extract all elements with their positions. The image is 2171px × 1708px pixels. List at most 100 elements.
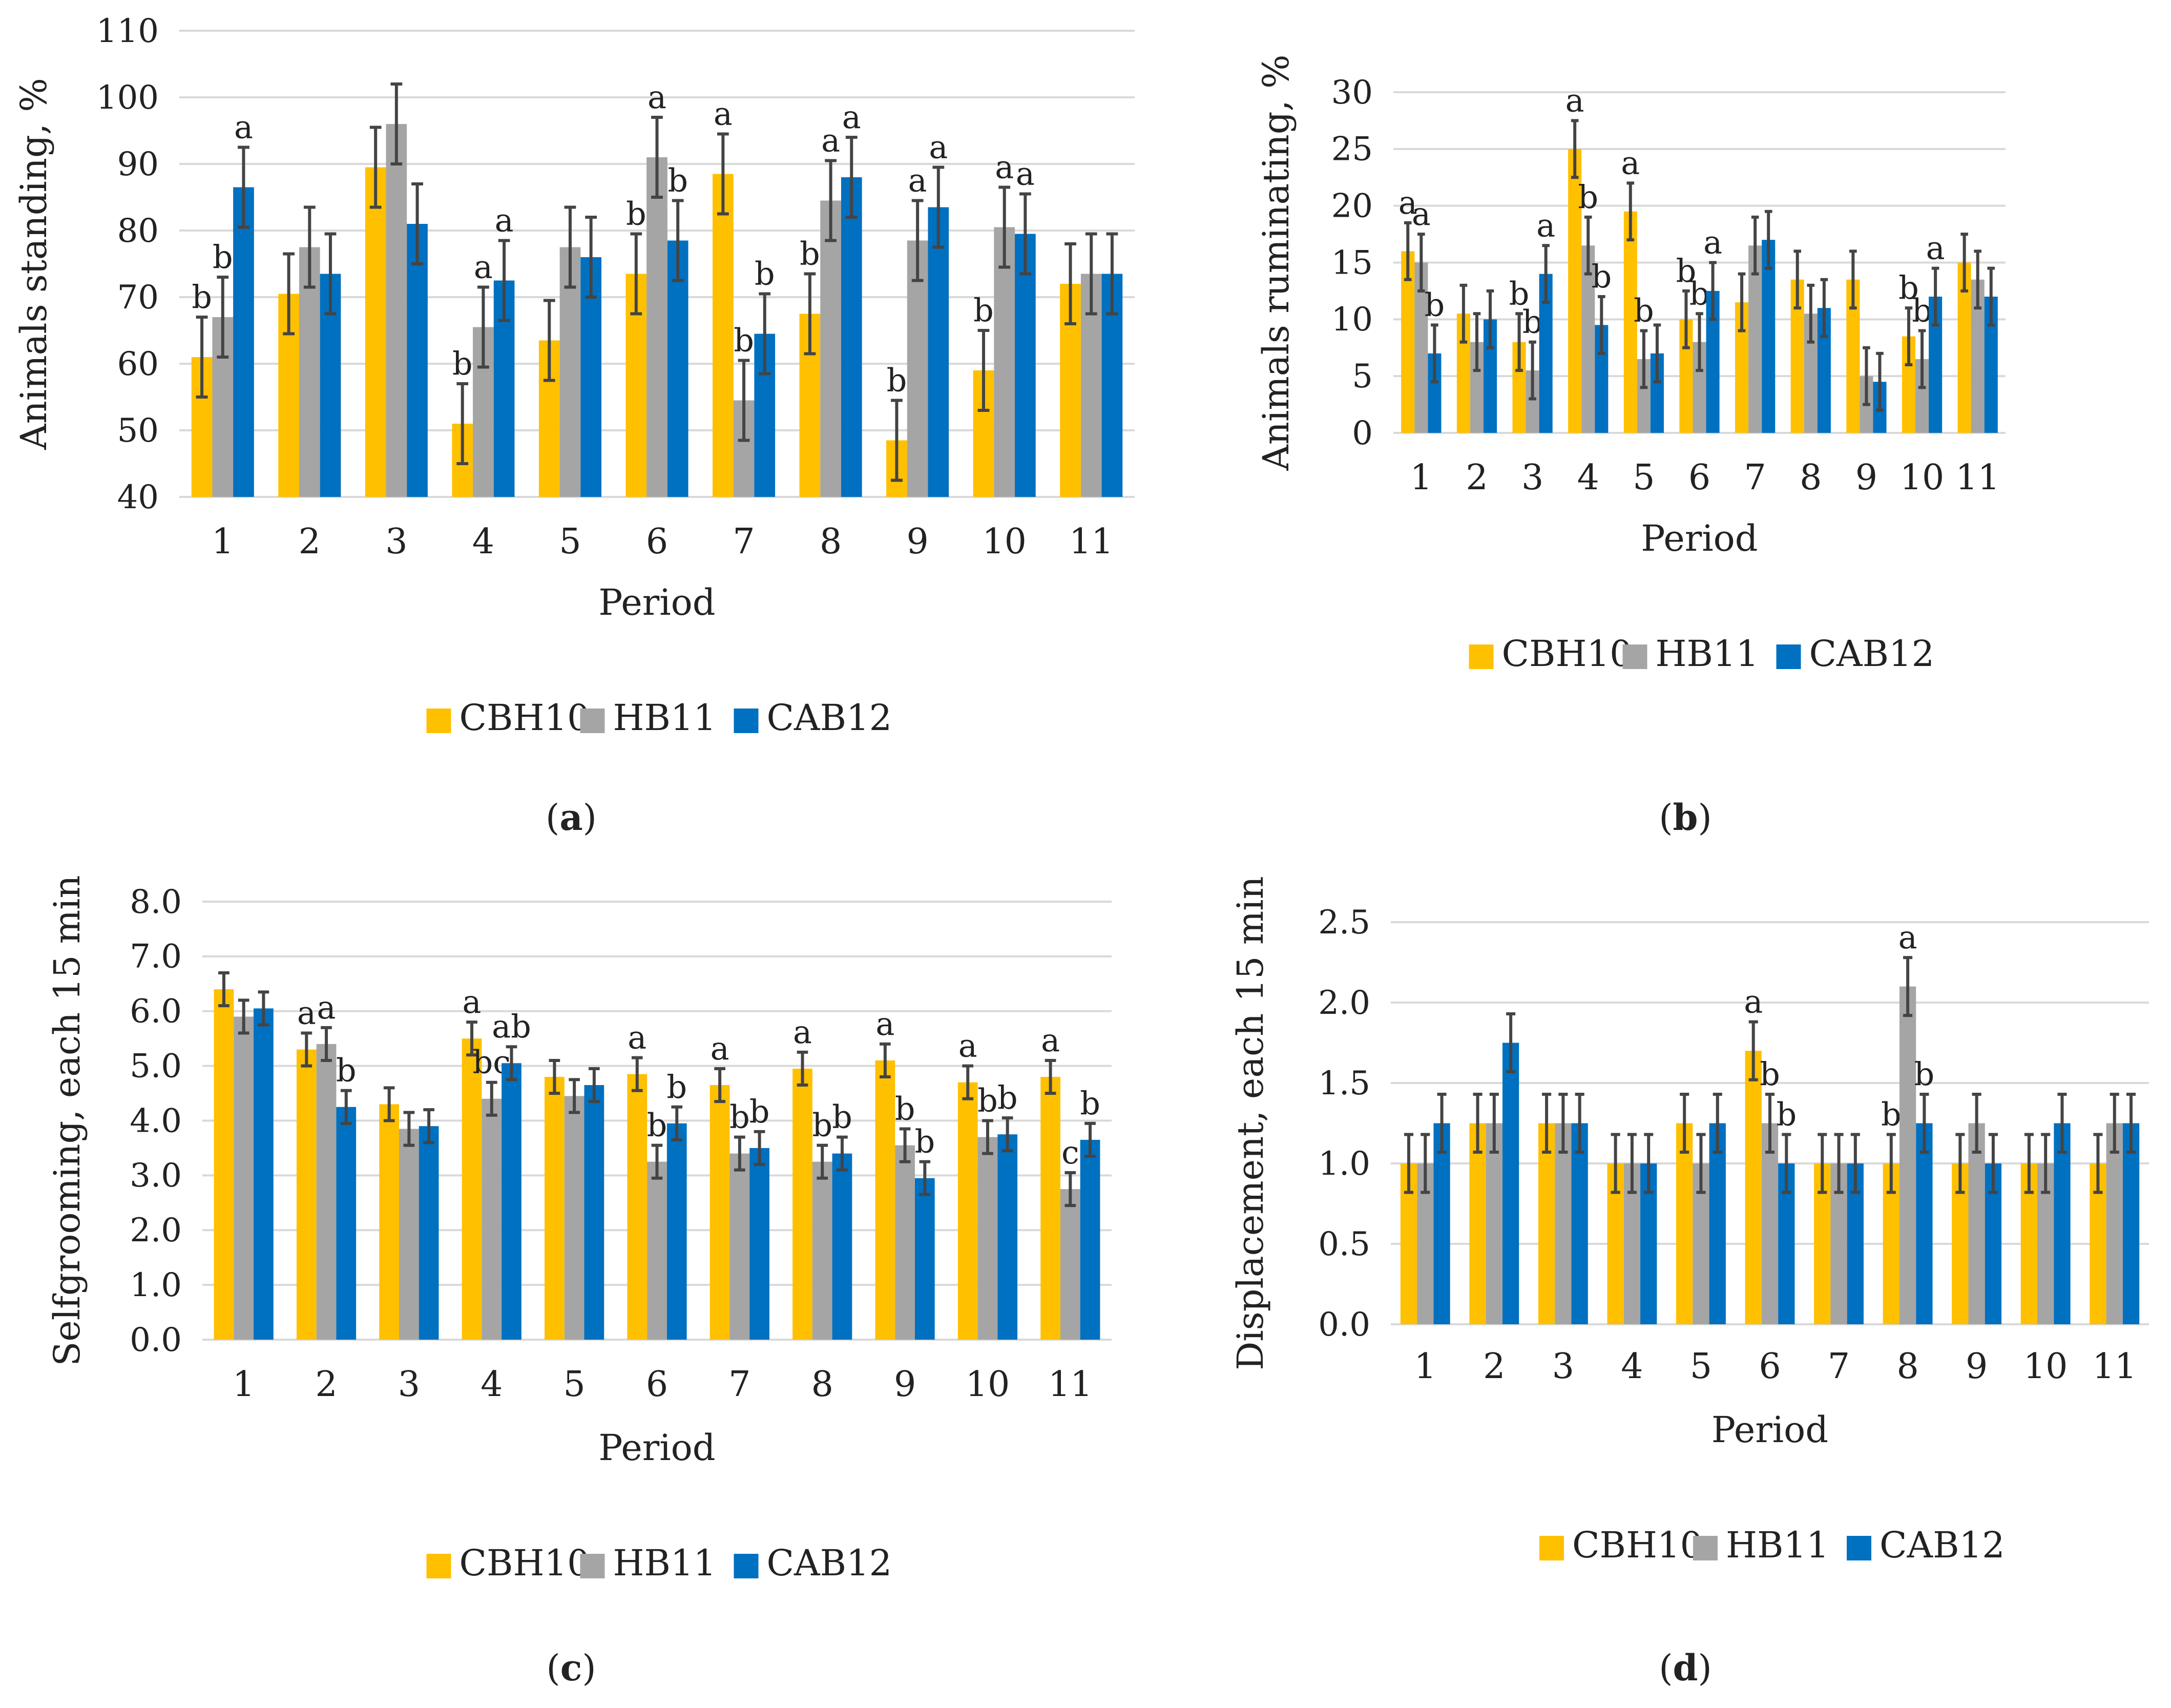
caption-paren: ( — [1659, 1647, 1673, 1689]
bar-cab12 — [336, 1107, 357, 1340]
significance-letter: a — [648, 78, 666, 116]
error-bar — [1793, 249, 1802, 310]
significance-letter: b — [812, 1107, 832, 1144]
error-bar — [1459, 283, 1468, 344]
x-tick-label: 6 — [646, 1364, 668, 1405]
y-axis-label: Selfgrooming, each 15 min — [46, 875, 88, 1366]
legend-label: CBH10 — [1572, 1524, 1703, 1566]
chart-panel-c: 0.0 1.0 2.0 3.0 4.0 5.0 6.0 7.0 8.0 Selfgrooming,… — [46, 875, 1112, 1689]
y-tick-label: 40 — [117, 478, 159, 516]
bar-cbh10 — [296, 1049, 317, 1340]
error-bar — [1584, 215, 1592, 276]
significance-letter: b — [973, 291, 994, 329]
x-tick-label: 7 — [1744, 457, 1766, 498]
error-bar — [717, 132, 729, 216]
error-bar — [651, 1143, 663, 1180]
bar-cbh10 — [379, 1104, 400, 1340]
x-tick-label: 1 — [212, 522, 234, 562]
error-bar — [1972, 1092, 1981, 1154]
error-bar — [1765, 1092, 1775, 1154]
error-bar — [589, 1067, 600, 1103]
bar-hb11 — [820, 200, 841, 497]
legend-label: CBH10 — [460, 1542, 590, 1584]
x-tick-label: 1 — [1410, 457, 1432, 498]
legend-swatch — [1847, 1536, 1871, 1560]
error-bar — [1850, 1133, 1860, 1194]
error-bar — [1542, 1092, 1552, 1154]
error-bar — [1085, 232, 1097, 316]
legend-label: CAB12 — [767, 697, 892, 739]
bar-cab12 — [1709, 1123, 1726, 1324]
y-tick-label: 2.0 — [130, 1212, 182, 1249]
bar-hb11 — [399, 1129, 419, 1340]
bar-cab12 — [254, 1008, 274, 1340]
significance-letter: b — [1776, 1095, 1797, 1133]
bar-hb11 — [729, 1153, 750, 1340]
error-bar — [919, 1160, 931, 1196]
bar-cbh10 — [1568, 149, 1582, 433]
significance-letter: b — [1080, 1085, 1100, 1122]
caption-paren: ( — [1659, 797, 1673, 839]
bar-cab12 — [1433, 1123, 1450, 1324]
significance-letter: ab — [492, 1008, 531, 1045]
x-tick-label: 11 — [1955, 457, 2000, 498]
significance-letter: b — [626, 195, 646, 233]
significance-letter: b — [895, 1090, 915, 1128]
legend-swatch — [580, 709, 605, 733]
error-bar — [196, 316, 208, 399]
legend-label: HB11 — [1656, 633, 1759, 675]
significance-letter: a — [1041, 1022, 1060, 1059]
bar-cbh10 — [957, 1082, 978, 1340]
x-tick-label: 9 — [894, 1364, 916, 1405]
bar-cbh10 — [875, 1060, 895, 1340]
significance-letter: b — [749, 1093, 770, 1130]
x-tick-label: 8 — [820, 522, 842, 562]
error-bar — [631, 1056, 643, 1092]
chart-panel-d: 0.0 0.5 1.0 1.5 2.0 2.5 Displacement, each 15 … — [1229, 876, 2149, 1689]
error-bar — [911, 199, 924, 282]
significance-letter: a — [711, 1030, 729, 1067]
x-tick-label: 3 — [1521, 457, 1543, 498]
error-bar — [1876, 351, 1884, 412]
bar-hb11 — [559, 247, 581, 497]
bar-cab12 — [2122, 1123, 2140, 1324]
significance-letter: b — [1425, 286, 1445, 323]
bar-cbh10 — [713, 174, 734, 497]
error-bar — [671, 1105, 683, 1141]
error-bar — [797, 1050, 808, 1087]
x-tick-label: 3 — [385, 522, 407, 562]
caption-paren: ( — [546, 1647, 560, 1689]
caption-paren: ) — [583, 797, 597, 839]
bar-hb11 — [2106, 1123, 2123, 1324]
significance-letter: a — [1703, 224, 1722, 261]
error-bar — [1849, 249, 1857, 310]
error-bar — [303, 205, 316, 289]
legend-label: CBH10 — [460, 697, 590, 739]
error-bar — [238, 998, 249, 1035]
x-tick-label: 7 — [733, 522, 755, 562]
significance-letter: b — [1881, 1095, 1902, 1133]
y-tick-label: 70 — [117, 279, 159, 317]
y-axis-label: Displacement, each 15 min — [1229, 876, 1271, 1370]
significance-letter: b — [213, 238, 233, 276]
error-bar — [324, 232, 337, 316]
x-tick-label: 2 — [299, 522, 321, 562]
error-bar — [549, 1058, 560, 1095]
error-bar — [1064, 242, 1076, 325]
x-tick-label: 11 — [2092, 1346, 2137, 1387]
error-bar — [2041, 1133, 2051, 1194]
error-bar — [1486, 289, 1494, 349]
bar-hb11 — [1555, 1123, 1572, 1324]
error-bar — [1820, 278, 1828, 338]
x-tick-label: 2 — [1466, 457, 1488, 498]
x-tick-label: 11 — [1048, 1364, 1093, 1405]
error-bar — [845, 136, 858, 219]
significance-letter: a — [1412, 195, 1431, 233]
bar-cbh10 — [1469, 1123, 1486, 1324]
significance-letter: a — [297, 994, 316, 1032]
y-tick-label: 100 — [96, 79, 159, 117]
significance-letter: b — [1914, 1055, 1935, 1093]
error-bar — [477, 285, 489, 369]
bar-cab12 — [2054, 1123, 2071, 1324]
x-tick-label: 4 — [1621, 1346, 1643, 1387]
